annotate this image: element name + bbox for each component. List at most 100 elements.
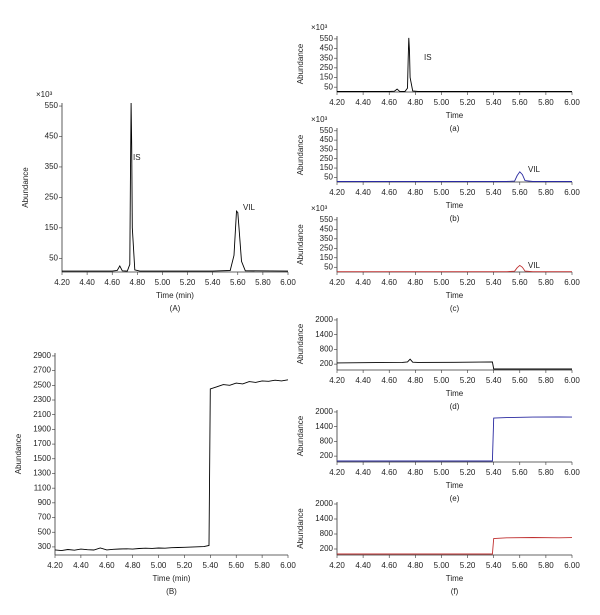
x-tick-label: 4.60 xyxy=(99,561,115,570)
x-tick-label: 4.80 xyxy=(408,98,424,107)
x-tick-label: 5.00 xyxy=(434,278,450,287)
x-tick-label: 5.20 xyxy=(460,188,476,197)
y-tick-label: 250 xyxy=(320,63,334,72)
y-tick-label: 450 xyxy=(45,132,59,141)
y-tick-label: 350 xyxy=(45,162,59,171)
y-tick-label: 350 xyxy=(320,234,334,243)
x-tick-label: 5.60 xyxy=(230,278,246,287)
x-tick-label: 4.20 xyxy=(329,98,345,107)
x-tick-label: 4.80 xyxy=(408,376,424,385)
data-line xyxy=(337,37,572,92)
x-tick-label: 5.20 xyxy=(460,278,476,287)
panel-caption: (d) xyxy=(450,402,460,411)
x-tick-label: 5.60 xyxy=(512,468,528,477)
x-axis-label: Time xyxy=(446,291,464,300)
x-tick-label: 5.20 xyxy=(460,98,476,107)
y-tick-label: 2700 xyxy=(33,366,51,375)
y-tick-label: 550 xyxy=(320,215,334,224)
x-tick-label: 4.60 xyxy=(381,376,397,385)
y-tick-label: 550 xyxy=(320,34,334,43)
x-tick-label: 5.40 xyxy=(205,278,221,287)
y-tick-label: 2900 xyxy=(33,351,51,360)
y-tick-label: 50 xyxy=(324,82,333,91)
y-unit-label: ×10³ xyxy=(36,90,53,99)
x-tick-label: 5.00 xyxy=(434,468,450,477)
x-tick-label: 5.80 xyxy=(254,561,270,570)
x-tick-label: 4.20 xyxy=(47,561,63,570)
panel-caption: (B) xyxy=(166,587,177,596)
x-tick-label: 5.40 xyxy=(486,278,502,287)
x-tick-label: 6.00 xyxy=(280,561,296,570)
y-tick-label: 350 xyxy=(320,145,334,154)
x-tick-label: 4.80 xyxy=(408,188,424,197)
x-axis-label: Time (min) xyxy=(153,574,191,583)
data-line xyxy=(337,416,573,462)
x-tick-label: 5.20 xyxy=(177,561,193,570)
x-tick-label: 5.00 xyxy=(434,98,450,107)
y-tick-label: 1700 xyxy=(33,439,51,448)
x-tick-label: 5.40 xyxy=(486,98,502,107)
x-tick-label: 4.20 xyxy=(329,561,345,570)
annotation: IS xyxy=(424,53,432,62)
x-tick-label: 4.80 xyxy=(125,561,141,570)
y-tick-label: 350 xyxy=(320,53,334,62)
x-tick-label: 5.20 xyxy=(180,278,196,287)
data-line xyxy=(62,102,289,272)
y-tick-label: 2100 xyxy=(33,410,51,419)
x-tick-label: 5.80 xyxy=(538,376,554,385)
x-tick-label: 4.40 xyxy=(355,278,371,287)
x-tick-label: 5.20 xyxy=(460,561,476,570)
x-tick-label: 4.60 xyxy=(381,561,397,570)
x-tick-label: 5.40 xyxy=(486,376,502,385)
x-tick-label: 5.80 xyxy=(538,98,554,107)
y-tick-label: 250 xyxy=(320,243,334,252)
x-tick-label: 5.40 xyxy=(486,188,502,197)
y-tick-label: 150 xyxy=(320,73,334,82)
x-tick-label: 4.40 xyxy=(355,98,371,107)
y-tick-label: 1100 xyxy=(34,483,52,492)
panel-caption: (e) xyxy=(450,494,460,503)
annotation: VIL xyxy=(243,203,256,212)
y-tick-label: 800 xyxy=(320,437,334,446)
x-tick-label: 5.80 xyxy=(538,188,554,197)
y-tick-label: 550 xyxy=(45,101,59,110)
x-tick-label: 4.20 xyxy=(329,468,345,477)
x-tick-label: 4.40 xyxy=(73,561,89,570)
x-axis-label: Time xyxy=(446,574,464,583)
x-tick-label: 5.60 xyxy=(512,278,528,287)
y-axis-label: Abundance xyxy=(296,134,305,175)
y-tick-label: 700 xyxy=(38,513,52,522)
annotation: VIL xyxy=(528,261,541,270)
panel-caption: (c) xyxy=(450,304,460,313)
y-tick-label: 1400 xyxy=(315,330,333,339)
x-tick-label: 5.40 xyxy=(486,561,502,570)
x-tick-label: 4.40 xyxy=(355,188,371,197)
y-unit-label: ×10³ xyxy=(311,115,328,124)
x-tick-label: 4.80 xyxy=(408,278,424,287)
x-tick-label: 4.60 xyxy=(104,278,120,287)
y-tick-label: 500 xyxy=(38,527,52,536)
x-tick-label: 4.20 xyxy=(329,278,345,287)
y-unit-label: ×10³ xyxy=(311,23,328,32)
x-tick-label: 4.20 xyxy=(329,188,345,197)
y-tick-label: 1300 xyxy=(33,469,51,478)
y-tick-label: 200 xyxy=(320,359,334,368)
x-tick-label: 5.00 xyxy=(155,278,171,287)
x-tick-label: 5.40 xyxy=(486,468,502,477)
x-tick-label: 5.40 xyxy=(203,561,219,570)
annotation: VIL xyxy=(528,165,541,174)
annotation: IS xyxy=(133,153,141,162)
x-axis-label: Time (min) xyxy=(156,291,194,300)
x-tick-label: 5.00 xyxy=(434,376,450,385)
y-tick-label: 800 xyxy=(320,529,334,538)
x-tick-label: 5.60 xyxy=(512,376,528,385)
x-tick-label: 6.00 xyxy=(564,188,580,197)
x-axis-label: Time xyxy=(446,111,464,120)
y-tick-label: 450 xyxy=(320,44,334,53)
x-tick-label: 4.40 xyxy=(355,468,371,477)
y-tick-label: 450 xyxy=(320,224,334,233)
y-tick-label: 300 xyxy=(38,542,52,551)
y-tick-label: 150 xyxy=(45,223,59,232)
x-axis-label: Time xyxy=(446,481,464,490)
panel-caption: (a) xyxy=(450,124,460,133)
